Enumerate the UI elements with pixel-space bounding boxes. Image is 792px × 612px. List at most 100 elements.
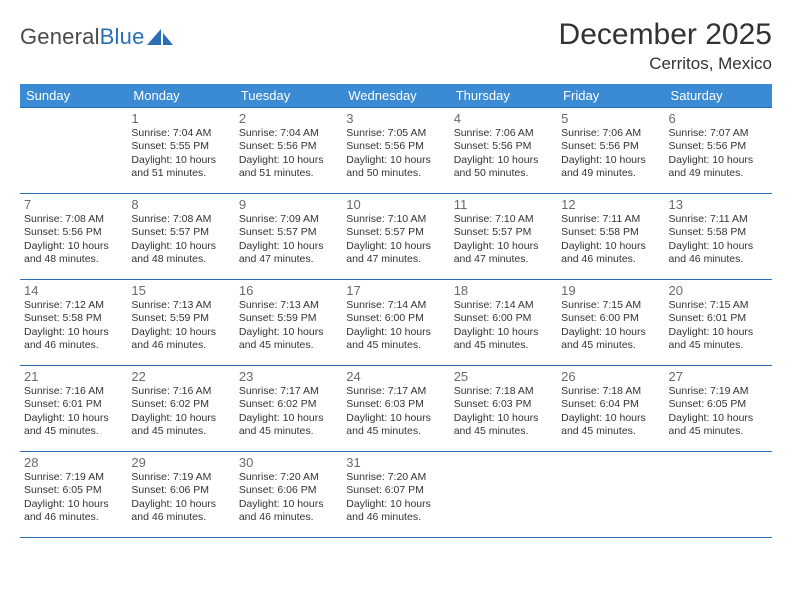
daylight-line: Daylight: 10 hours and 46 minutes. bbox=[131, 326, 230, 353]
location: Cerritos, Mexico bbox=[559, 54, 772, 74]
calendar-cell: 24Sunrise: 7:17 AMSunset: 6:03 PMDayligh… bbox=[342, 366, 449, 452]
calendar-cell: 15Sunrise: 7:13 AMSunset: 5:59 PMDayligh… bbox=[127, 280, 234, 366]
calendar-cell: 17Sunrise: 7:14 AMSunset: 6:00 PMDayligh… bbox=[342, 280, 449, 366]
day-number: 15 bbox=[131, 283, 230, 298]
day-number: 6 bbox=[669, 111, 768, 126]
sunrise-line: Sunrise: 7:19 AM bbox=[24, 471, 123, 484]
sunrise-line: Sunrise: 7:04 AM bbox=[239, 127, 338, 140]
day-number: 10 bbox=[346, 197, 445, 212]
brand-name: GeneralBlue bbox=[20, 24, 145, 50]
calendar-row: 14Sunrise: 7:12 AMSunset: 5:58 PMDayligh… bbox=[20, 280, 772, 366]
sunrise-line: Sunrise: 7:16 AM bbox=[24, 385, 123, 398]
day-number: 29 bbox=[131, 455, 230, 470]
sunrise-line: Sunrise: 7:20 AM bbox=[346, 471, 445, 484]
sunset-line: Sunset: 5:56 PM bbox=[346, 140, 445, 153]
calendar-cell: 7Sunrise: 7:08 AMSunset: 5:56 PMDaylight… bbox=[20, 194, 127, 280]
sunrise-line: Sunrise: 7:10 AM bbox=[454, 213, 553, 226]
calendar-cell: 2Sunrise: 7:04 AMSunset: 5:56 PMDaylight… bbox=[235, 108, 342, 194]
sunset-line: Sunset: 6:06 PM bbox=[239, 484, 338, 497]
day-number: 7 bbox=[24, 197, 123, 212]
sunset-line: Sunset: 6:05 PM bbox=[24, 484, 123, 497]
brand-name-blue: Blue bbox=[100, 24, 145, 49]
sunrise-line: Sunrise: 7:08 AM bbox=[24, 213, 123, 226]
calendar-row: 1Sunrise: 7:04 AMSunset: 5:55 PMDaylight… bbox=[20, 108, 772, 194]
daylight-line: Daylight: 10 hours and 45 minutes. bbox=[239, 326, 338, 353]
calendar-cell: 27Sunrise: 7:19 AMSunset: 6:05 PMDayligh… bbox=[665, 366, 772, 452]
day-number: 1 bbox=[131, 111, 230, 126]
day-number: 26 bbox=[561, 369, 660, 384]
calendar-cell: 23Sunrise: 7:17 AMSunset: 6:02 PMDayligh… bbox=[235, 366, 342, 452]
daylight-line: Daylight: 10 hours and 47 minutes. bbox=[239, 240, 338, 267]
day-number: 12 bbox=[561, 197, 660, 212]
day-number: 14 bbox=[24, 283, 123, 298]
sunset-line: Sunset: 5:59 PM bbox=[131, 312, 230, 325]
day-number: 3 bbox=[346, 111, 445, 126]
sunset-line: Sunset: 6:00 PM bbox=[454, 312, 553, 325]
sunrise-line: Sunrise: 7:20 AM bbox=[239, 471, 338, 484]
calendar-cell: 21Sunrise: 7:16 AMSunset: 6:01 PMDayligh… bbox=[20, 366, 127, 452]
day-number: 30 bbox=[239, 455, 338, 470]
calendar-cell: 30Sunrise: 7:20 AMSunset: 6:06 PMDayligh… bbox=[235, 452, 342, 538]
sunset-line: Sunset: 5:56 PM bbox=[561, 140, 660, 153]
sunset-line: Sunset: 6:06 PM bbox=[131, 484, 230, 497]
day-number: 16 bbox=[239, 283, 338, 298]
daylight-line: Daylight: 10 hours and 51 minutes. bbox=[131, 154, 230, 181]
sunset-line: Sunset: 5:57 PM bbox=[346, 226, 445, 239]
sunrise-line: Sunrise: 7:18 AM bbox=[454, 385, 553, 398]
day-number: 27 bbox=[669, 369, 768, 384]
day-number: 23 bbox=[239, 369, 338, 384]
daylight-line: Daylight: 10 hours and 45 minutes. bbox=[669, 326, 768, 353]
calendar-cell: 25Sunrise: 7:18 AMSunset: 6:03 PMDayligh… bbox=[450, 366, 557, 452]
calendar-row: 7Sunrise: 7:08 AMSunset: 5:56 PMDaylight… bbox=[20, 194, 772, 280]
sunset-line: Sunset: 5:56 PM bbox=[454, 140, 553, 153]
day-number: 24 bbox=[346, 369, 445, 384]
daylight-line: Daylight: 10 hours and 45 minutes. bbox=[454, 326, 553, 353]
sunset-line: Sunset: 5:58 PM bbox=[669, 226, 768, 239]
sunset-line: Sunset: 6:00 PM bbox=[346, 312, 445, 325]
calendar-cell: 4Sunrise: 7:06 AMSunset: 5:56 PMDaylight… bbox=[450, 108, 557, 194]
calendar-cell: 28Sunrise: 7:19 AMSunset: 6:05 PMDayligh… bbox=[20, 452, 127, 538]
calendar-header-row: Sunday Monday Tuesday Wednesday Thursday… bbox=[20, 84, 772, 108]
brand-name-gray: General bbox=[20, 24, 100, 49]
sunset-line: Sunset: 6:03 PM bbox=[454, 398, 553, 411]
sunset-line: Sunset: 6:05 PM bbox=[669, 398, 768, 411]
sunrise-line: Sunrise: 7:09 AM bbox=[239, 213, 338, 226]
sunrise-line: Sunrise: 7:19 AM bbox=[669, 385, 768, 398]
calendar-cell bbox=[450, 452, 557, 538]
calendar-cell: 12Sunrise: 7:11 AMSunset: 5:58 PMDayligh… bbox=[557, 194, 664, 280]
sunset-line: Sunset: 6:01 PM bbox=[669, 312, 768, 325]
sunrise-line: Sunrise: 7:07 AM bbox=[669, 127, 768, 140]
sunrise-line: Sunrise: 7:18 AM bbox=[561, 385, 660, 398]
day-number: 17 bbox=[346, 283, 445, 298]
calendar-cell: 19Sunrise: 7:15 AMSunset: 6:00 PMDayligh… bbox=[557, 280, 664, 366]
sunset-line: Sunset: 6:04 PM bbox=[561, 398, 660, 411]
sunrise-line: Sunrise: 7:19 AM bbox=[131, 471, 230, 484]
sunset-line: Sunset: 6:07 PM bbox=[346, 484, 445, 497]
daylight-line: Daylight: 10 hours and 50 minutes. bbox=[346, 154, 445, 181]
day-number: 8 bbox=[131, 197, 230, 212]
weekday-header: Saturday bbox=[665, 84, 772, 108]
daylight-line: Daylight: 10 hours and 46 minutes. bbox=[24, 326, 123, 353]
sunrise-line: Sunrise: 7:06 AM bbox=[561, 127, 660, 140]
calendar-cell: 3Sunrise: 7:05 AMSunset: 5:56 PMDaylight… bbox=[342, 108, 449, 194]
daylight-line: Daylight: 10 hours and 45 minutes. bbox=[131, 412, 230, 439]
day-number: 20 bbox=[669, 283, 768, 298]
calendar-row: 28Sunrise: 7:19 AMSunset: 6:05 PMDayligh… bbox=[20, 452, 772, 538]
day-number: 4 bbox=[454, 111, 553, 126]
calendar-cell bbox=[665, 452, 772, 538]
sunset-line: Sunset: 5:55 PM bbox=[131, 140, 230, 153]
sunrise-line: Sunrise: 7:14 AM bbox=[346, 299, 445, 312]
day-number: 19 bbox=[561, 283, 660, 298]
sunset-line: Sunset: 5:59 PM bbox=[239, 312, 338, 325]
brand-logo: GeneralBlue bbox=[20, 18, 173, 50]
month-title: December 2025 bbox=[559, 18, 772, 52]
calendar-cell: 10Sunrise: 7:10 AMSunset: 5:57 PMDayligh… bbox=[342, 194, 449, 280]
calendar-cell: 31Sunrise: 7:20 AMSunset: 6:07 PMDayligh… bbox=[342, 452, 449, 538]
daylight-line: Daylight: 10 hours and 45 minutes. bbox=[239, 412, 338, 439]
calendar-cell: 1Sunrise: 7:04 AMSunset: 5:55 PMDaylight… bbox=[127, 108, 234, 194]
day-number: 25 bbox=[454, 369, 553, 384]
calendar-cell: 26Sunrise: 7:18 AMSunset: 6:04 PMDayligh… bbox=[557, 366, 664, 452]
daylight-line: Daylight: 10 hours and 49 minutes. bbox=[561, 154, 660, 181]
calendar-cell: 29Sunrise: 7:19 AMSunset: 6:06 PMDayligh… bbox=[127, 452, 234, 538]
calendar-cell: 6Sunrise: 7:07 AMSunset: 5:56 PMDaylight… bbox=[665, 108, 772, 194]
